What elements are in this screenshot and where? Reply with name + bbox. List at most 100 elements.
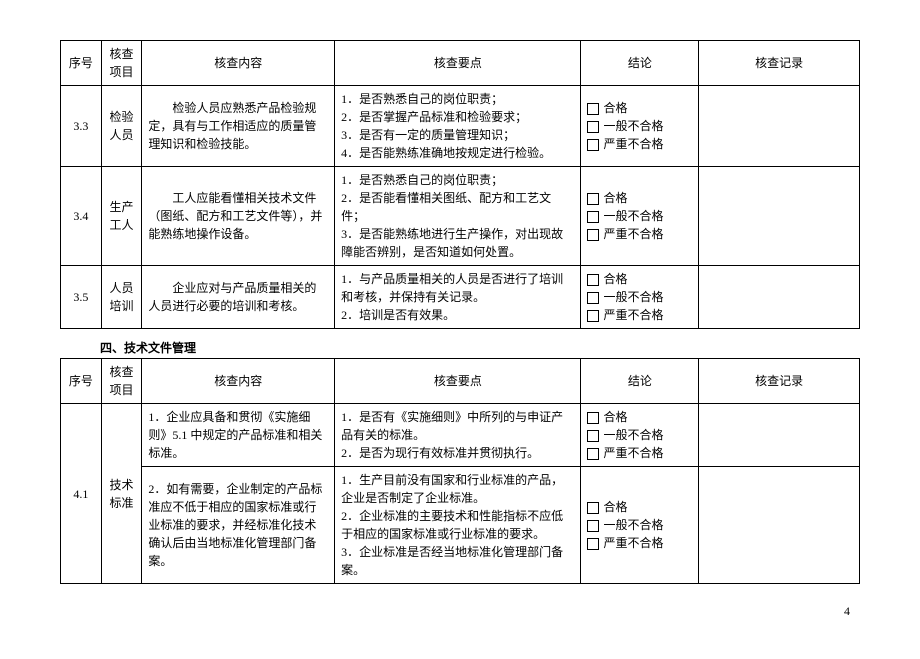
checkbox-icon[interactable] — [587, 103, 599, 115]
checkbox-icon[interactable] — [587, 520, 599, 532]
header-conclusion: 结论 — [581, 359, 699, 404]
row-content: 2．如有需要，企业制定的产品标准应不低于相应的国家标准或行业标准的要求，并经标准… — [142, 467, 335, 584]
checkbox-icon[interactable] — [587, 274, 599, 286]
page-number: 4 — [60, 604, 860, 619]
point-item: 3．是否有一定的质量管理知识； — [341, 126, 574, 144]
point-item: 1．是否熟悉自己的岗位职责； — [341, 90, 574, 108]
checkbox-icon[interactable] — [587, 193, 599, 205]
row-index: 3.3 — [61, 86, 102, 167]
checkbox-icon[interactable] — [587, 412, 599, 424]
point-item: 3．是否能熟练地进行生产操作，对出现故障能否辨别，是否知道如何处置。 — [341, 225, 574, 261]
conclusion-label: 合格 — [603, 101, 627, 115]
row-content: 1．企业应具备和贯彻《实施细则》5.1 中规定的产品标准和相关标准。 — [142, 404, 335, 467]
conclusion-cell: 合格一般不合格严重不合格 — [581, 467, 699, 584]
point-item: 2．是否为现行有效标准并贯彻执行。 — [341, 444, 574, 462]
row-content: 企业应对与产品质量相关的人员进行必要的培训和考核。 — [142, 266, 335, 329]
header-item: 核查项目 — [101, 359, 142, 404]
table-row: 3.4生产工人 工人应能看懂相关技术文件（图纸、配方和工艺文件等），并能熟练地操… — [61, 167, 860, 266]
conclusion-option: 合格 — [587, 270, 692, 288]
header-record: 核查记录 — [699, 41, 860, 86]
conclusion-label: 严重不合格 — [603, 227, 663, 241]
row-item: 技术标准 — [101, 404, 142, 584]
row-content: 检验人员应熟悉产品检验规定，具有与工作相适应的质量管理知识和检验技能。 — [142, 86, 335, 167]
conclusion-label: 一般不合格 — [603, 428, 663, 442]
header-item: 核查项目 — [101, 41, 142, 86]
checkbox-icon[interactable] — [587, 502, 599, 514]
row-item: 生产工人 — [101, 167, 142, 266]
points-cell: 1．与产品质量相关的人员是否进行了培训和考核，并保持有关记录。2．培训是否有效果… — [335, 266, 581, 329]
conclusion-label: 合格 — [603, 500, 627, 514]
row-item: 人员培训 — [101, 266, 142, 329]
header-index: 序号 — [61, 359, 102, 404]
conclusion-option: 一般不合格 — [587, 288, 692, 306]
point-item: 1．是否熟悉自己的岗位职责； — [341, 171, 574, 189]
point-item: 1．生产目前没有国家和行业标准的产品，企业是否制定了企业标准。 — [341, 471, 574, 507]
conclusion-label: 一般不合格 — [603, 290, 663, 304]
conclusion-label: 合格 — [603, 191, 627, 205]
header-record: 核查记录 — [699, 359, 860, 404]
points-cell: 1．是否有《实施细则》中所列的与申证产品有关的标准。2．是否为现行有效标准并贯彻… — [335, 404, 581, 467]
point-item: 2．培训是否有效果。 — [341, 306, 574, 324]
conclusion-cell: 合格一般不合格严重不合格 — [581, 404, 699, 467]
conclusion-label: 一般不合格 — [603, 119, 663, 133]
checkbox-icon[interactable] — [587, 430, 599, 442]
row-record — [699, 467, 860, 584]
row-record — [699, 167, 860, 266]
conclusion-cell: 合格一般不合格严重不合格 — [581, 167, 699, 266]
conclusion-label: 严重不合格 — [603, 308, 663, 322]
checkbox-icon[interactable] — [587, 292, 599, 304]
checkbox-icon[interactable] — [587, 448, 599, 460]
points-cell: 1．是否熟悉自己的岗位职责；2．是否掌握产品标准和检验要求；3．是否有一定的质量… — [335, 86, 581, 167]
checkbox-icon[interactable] — [587, 310, 599, 322]
conclusion-label: 合格 — [603, 272, 627, 286]
header-points: 核查要点 — [335, 41, 581, 86]
conclusion-cell: 合格一般不合格严重不合格 — [581, 266, 699, 329]
conclusion-option: 严重不合格 — [587, 444, 692, 462]
header-index: 序号 — [61, 41, 102, 86]
row-index: 3.4 — [61, 167, 102, 266]
row-record — [699, 404, 860, 467]
table-row: 3.3检验人员 检验人员应熟悉产品检验规定，具有与工作相适应的质量管理知识和检验… — [61, 86, 860, 167]
point-item: 2．是否能看懂相关图纸、配方和工艺文件； — [341, 189, 574, 225]
row-content: 工人应能看懂相关技术文件（图纸、配方和工艺文件等），并能熟练地操作设备。 — [142, 167, 335, 266]
point-item: 1．是否有《实施细则》中所列的与申证产品有关的标准。 — [341, 408, 574, 444]
inspection-table-2: 序号 核查项目 核查内容 核查要点 结论 核查记录 4.1技术标准1．企业应具备… — [60, 358, 860, 584]
conclusion-label: 一般不合格 — [603, 518, 663, 532]
point-item: 2．企业标准的主要技术和性能指标不应低于相应的国家标准或行业标准的要求。 — [341, 507, 574, 543]
row-index: 3.5 — [61, 266, 102, 329]
section-title-4: 四、技术文件管理 — [100, 339, 860, 356]
conclusion-option: 一般不合格 — [587, 426, 692, 444]
table-row: 2．如有需要，企业制定的产品标准应不低于相应的国家标准或行业标准的要求，并经标准… — [61, 467, 860, 584]
conclusion-option: 合格 — [587, 189, 692, 207]
checkbox-icon[interactable] — [587, 538, 599, 550]
header-content: 核查内容 — [142, 359, 335, 404]
header-conclusion: 结论 — [581, 41, 699, 86]
conclusion-label: 严重不合格 — [603, 446, 663, 460]
checkbox-icon[interactable] — [587, 211, 599, 223]
conclusion-option: 一般不合格 — [587, 117, 692, 135]
point-item: 2．是否掌握产品标准和检验要求； — [341, 108, 574, 126]
points-cell: 1．是否熟悉自己的岗位职责；2．是否能看懂相关图纸、配方和工艺文件；3．是否能熟… — [335, 167, 581, 266]
points-cell: 1．生产目前没有国家和行业标准的产品，企业是否制定了企业标准。2．企业标准的主要… — [335, 467, 581, 584]
point-item: 1．与产品质量相关的人员是否进行了培训和考核，并保持有关记录。 — [341, 270, 574, 306]
conclusion-option: 严重不合格 — [587, 225, 692, 243]
conclusion-option: 严重不合格 — [587, 135, 692, 153]
row-record — [699, 86, 860, 167]
checkbox-icon[interactable] — [587, 121, 599, 133]
row-record — [699, 266, 860, 329]
conclusion-label: 严重不合格 — [603, 137, 663, 151]
header-points: 核查要点 — [335, 359, 581, 404]
conclusion-option: 一般不合格 — [587, 516, 692, 534]
table-row: 3.5人员培训 企业应对与产品质量相关的人员进行必要的培训和考核。1．与产品质量… — [61, 266, 860, 329]
conclusion-option: 合格 — [587, 99, 692, 117]
row-index: 4.1 — [61, 404, 102, 584]
conclusion-option: 一般不合格 — [587, 207, 692, 225]
checkbox-icon[interactable] — [587, 139, 599, 151]
conclusion-label: 严重不合格 — [603, 536, 663, 550]
conclusion-option: 严重不合格 — [587, 534, 692, 552]
point-item: 3．企业标准是否经当地标准化管理部门备案。 — [341, 543, 574, 579]
checkbox-icon[interactable] — [587, 229, 599, 241]
header-content: 核查内容 — [142, 41, 335, 86]
conclusion-label: 合格 — [603, 410, 627, 424]
conclusion-cell: 合格一般不合格严重不合格 — [581, 86, 699, 167]
